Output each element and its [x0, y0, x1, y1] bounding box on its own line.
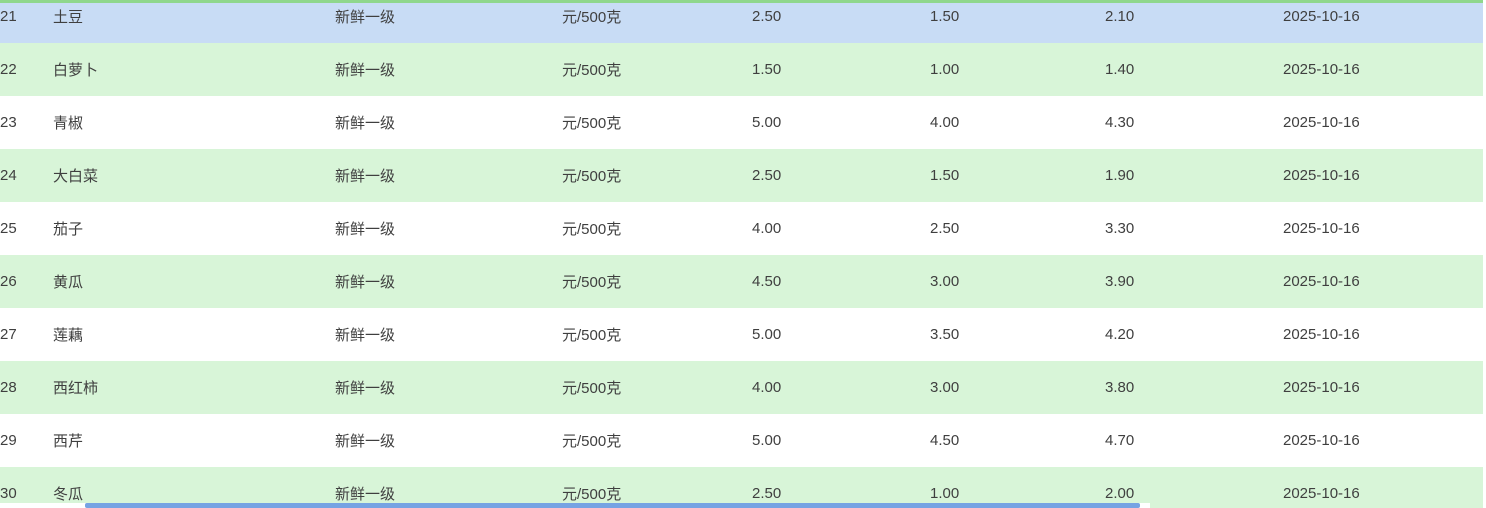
cell-grade: 新鲜一级	[335, 274, 396, 291]
cell-price2: 1.00	[930, 485, 960, 502]
cell-date: 2025-10-16	[1283, 167, 1360, 184]
horizontal-scrollbar-thumb[interactable]	[85, 503, 1140, 508]
cell-no: 29	[0, 432, 17, 449]
cell-price1: 2.50	[752, 485, 782, 502]
cell-price2: 3.50	[930, 326, 960, 343]
cell-price2: 4.00	[930, 114, 960, 131]
table-row[interactable]: 22 白萝卜 新鲜一级 元/500克 1.50 1.00 1.40 2025-10-16	[0, 43, 1483, 96]
table-row[interactable]: 25 茄子 新鲜一级 元/500克 4.00 2.50 3.30 2025-10-16	[0, 202, 1483, 255]
cell-name: 冬瓜	[53, 486, 84, 503]
cell-grade: 新鲜一级	[335, 380, 396, 397]
cell-date: 2025-10-16	[1283, 485, 1360, 502]
cell-date: 2025-10-16	[1283, 8, 1360, 25]
cell-grade: 新鲜一级	[335, 115, 396, 132]
cell-price1: 2.50	[752, 167, 782, 184]
cell-no: 23	[0, 114, 17, 131]
cell-date: 2025-10-16	[1283, 326, 1360, 343]
vertical-scrollbar-track[interactable]	[1483, 0, 1486, 508]
cell-unit: 元/500克	[562, 433, 622, 450]
cell-unit: 元/500克	[562, 380, 622, 397]
table-row[interactable]: 23 青椒 新鲜一级 元/500克 5.00 4.00 4.30 2025-10-16	[0, 96, 1483, 149]
cell-unit: 元/500克	[562, 9, 622, 26]
table-row[interactable]: 21 土豆 新鲜一级 元/500克 2.50 1.50 2.10 2025-10-16	[0, 0, 1483, 43]
previous-row-clipped-edge	[0, 0, 1483, 3]
cell-name: 西红柿	[53, 380, 99, 397]
cell-no: 22	[0, 61, 17, 78]
cell-date: 2025-10-16	[1283, 114, 1360, 131]
cell-name: 茄子	[53, 221, 84, 238]
cell-unit: 元/500克	[562, 115, 622, 132]
cell-price1: 4.00	[752, 220, 782, 237]
cell-date: 2025-10-16	[1283, 220, 1360, 237]
cell-unit: 元/500克	[562, 274, 622, 291]
cell-no: 30	[0, 485, 17, 502]
cell-price2: 3.00	[930, 379, 960, 396]
table-row[interactable]: 26 黄瓜 新鲜一级 元/500克 4.50 3.00 3.90 2025-10-16	[0, 255, 1483, 308]
cell-grade: 新鲜一级	[335, 486, 396, 503]
cell-price3: 1.90	[1105, 167, 1135, 184]
cell-price1: 2.50	[752, 8, 782, 25]
cell-name: 莲藕	[53, 327, 84, 344]
table-row[interactable]: 30 冬瓜 新鲜一级 元/500克 2.50 1.00 2.00 2025-10-16	[0, 467, 1483, 508]
cell-name: 土豆	[53, 9, 84, 26]
cell-price3: 1.40	[1105, 61, 1135, 78]
cell-price3: 3.80	[1105, 379, 1135, 396]
cell-no: 21	[0, 8, 17, 25]
table-row[interactable]: 27 莲藕 新鲜一级 元/500克 5.00 3.50 4.20 2025-10-16	[0, 308, 1483, 361]
cell-grade: 新鲜一级	[335, 327, 396, 344]
cell-grade: 新鲜一级	[335, 9, 396, 26]
cell-no: 24	[0, 167, 17, 184]
cell-unit: 元/500克	[562, 168, 622, 185]
cell-name: 青椒	[53, 115, 84, 132]
horizontal-scrollbar-track[interactable]	[0, 503, 1150, 508]
cell-date: 2025-10-16	[1283, 61, 1360, 78]
cell-name: 白萝卜	[53, 62, 99, 79]
cell-price2: 2.50	[930, 220, 960, 237]
cell-unit: 元/500克	[562, 327, 622, 344]
cell-no: 27	[0, 326, 17, 343]
cell-grade: 新鲜一级	[335, 433, 396, 450]
cell-unit: 元/500克	[562, 62, 622, 79]
cell-price3: 3.30	[1105, 220, 1135, 237]
cell-price3: 2.10	[1105, 8, 1135, 25]
cell-price2: 1.50	[930, 167, 960, 184]
cell-unit: 元/500克	[562, 221, 622, 238]
cell-name: 大白菜	[53, 168, 99, 185]
cell-no: 28	[0, 379, 17, 396]
cell-price2: 3.00	[930, 273, 960, 290]
cell-grade: 新鲜一级	[335, 221, 396, 238]
cell-price2: 1.00	[930, 61, 960, 78]
table-row[interactable]: 24 大白菜 新鲜一级 元/500克 2.50 1.50 1.90 2025-10-16	[0, 149, 1483, 202]
cell-price1: 4.50	[752, 273, 782, 290]
cell-no: 26	[0, 273, 17, 290]
cell-date: 2025-10-16	[1283, 379, 1360, 396]
cell-grade: 新鲜一级	[335, 62, 396, 79]
cell-price2: 1.50	[930, 8, 960, 25]
cell-price1: 4.00	[752, 379, 782, 396]
cell-name: 西芹	[53, 433, 84, 450]
table-row[interactable]: 29 西芹 新鲜一级 元/500克 5.00 4.50 4.70 2025-10-16	[0, 414, 1483, 467]
cell-name: 黄瓜	[53, 274, 84, 291]
cell-price3: 4.70	[1105, 432, 1135, 449]
cell-price2: 4.50	[930, 432, 960, 449]
table-row[interactable]: 28 西红柿 新鲜一级 元/500克 4.00 3.00 3.80 2025-10-16	[0, 361, 1483, 414]
cell-price3: 4.20	[1105, 326, 1135, 343]
cell-price3: 3.90	[1105, 273, 1135, 290]
cell-unit: 元/500克	[562, 486, 622, 503]
cell-price1: 1.50	[752, 61, 782, 78]
cell-price1: 5.00	[752, 432, 782, 449]
cell-price1: 5.00	[752, 114, 782, 131]
cell-price1: 5.00	[752, 326, 782, 343]
cell-no: 25	[0, 220, 17, 237]
cell-grade: 新鲜一级	[335, 168, 396, 185]
cell-date: 2025-10-16	[1283, 273, 1360, 290]
cell-price3: 2.00	[1105, 485, 1135, 502]
cell-price3: 4.30	[1105, 114, 1135, 131]
cell-date: 2025-10-16	[1283, 432, 1360, 449]
